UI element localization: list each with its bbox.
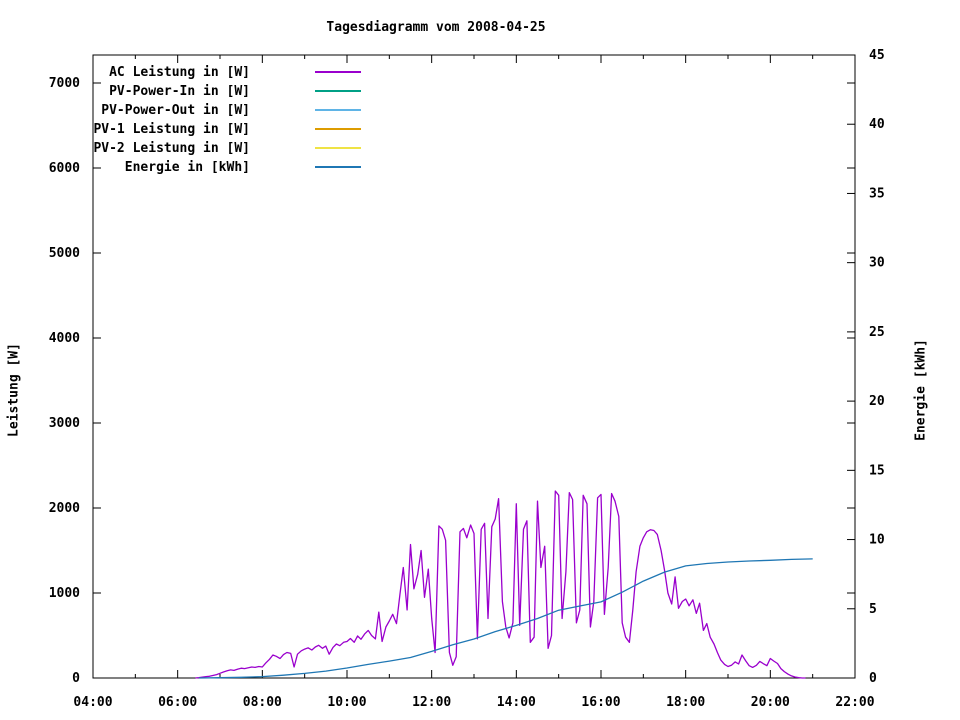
legend-label: Energie in [kWh] [125,160,250,175]
series-ac-leistung-in-w [195,490,806,679]
x-tick-label: 14:00 [497,695,536,710]
x-tick-label: 04:00 [73,695,112,710]
legend-label: PV-Power-Out in [W] [101,103,250,118]
y2-tick-label: 0 [869,671,877,686]
y2-tick-label: 35 [869,186,885,201]
x-tick-label: 18:00 [666,695,705,710]
y1-tick-label: 4000 [49,331,80,346]
y2-tick-label: 20 [869,394,885,409]
y2-tick-label: 15 [869,463,885,478]
y2-tick-label: 45 [869,48,885,63]
x-tick-label: 12:00 [412,695,451,710]
x-tick-label: 22:00 [835,695,874,710]
x-tick-label: 06:00 [158,695,197,710]
legend-label: PV-2 Leistung in [W] [93,141,250,156]
y1-tick-label: 3000 [49,416,80,431]
legend-label: PV-1 Leistung in [W] [93,122,250,137]
y-axis-label-right: Energie [kWh] [913,339,929,441]
legend-label: PV-Power-In in [W] [109,84,250,99]
y1-tick-label: 0 [72,671,80,686]
x-tick-label: 20:00 [751,695,790,710]
x-tick-label: 08:00 [243,695,282,710]
x-tick-label: 10:00 [327,695,366,710]
y1-tick-label: 1000 [49,586,80,601]
legend-label: AC Leistung in [W] [109,65,250,80]
y1-tick-label: 6000 [49,161,80,176]
y2-tick-label: 30 [869,256,885,271]
y-axis-label-left: Leistung [W] [6,343,22,437]
y1-tick-label: 5000 [49,246,80,261]
y1-tick-label: 7000 [49,76,80,91]
y2-tick-label: 40 [869,117,885,132]
x-tick-label: 16:00 [581,695,620,710]
y2-tick-label: 25 [869,325,885,340]
chart-title: Tagesdiagramm vom 2008-04-25 [326,20,546,35]
y2-tick-label: 5 [869,602,877,617]
series-energie-in-kwh [198,558,813,679]
y1-tick-label: 2000 [49,501,80,516]
y2-tick-label: 10 [869,533,885,548]
